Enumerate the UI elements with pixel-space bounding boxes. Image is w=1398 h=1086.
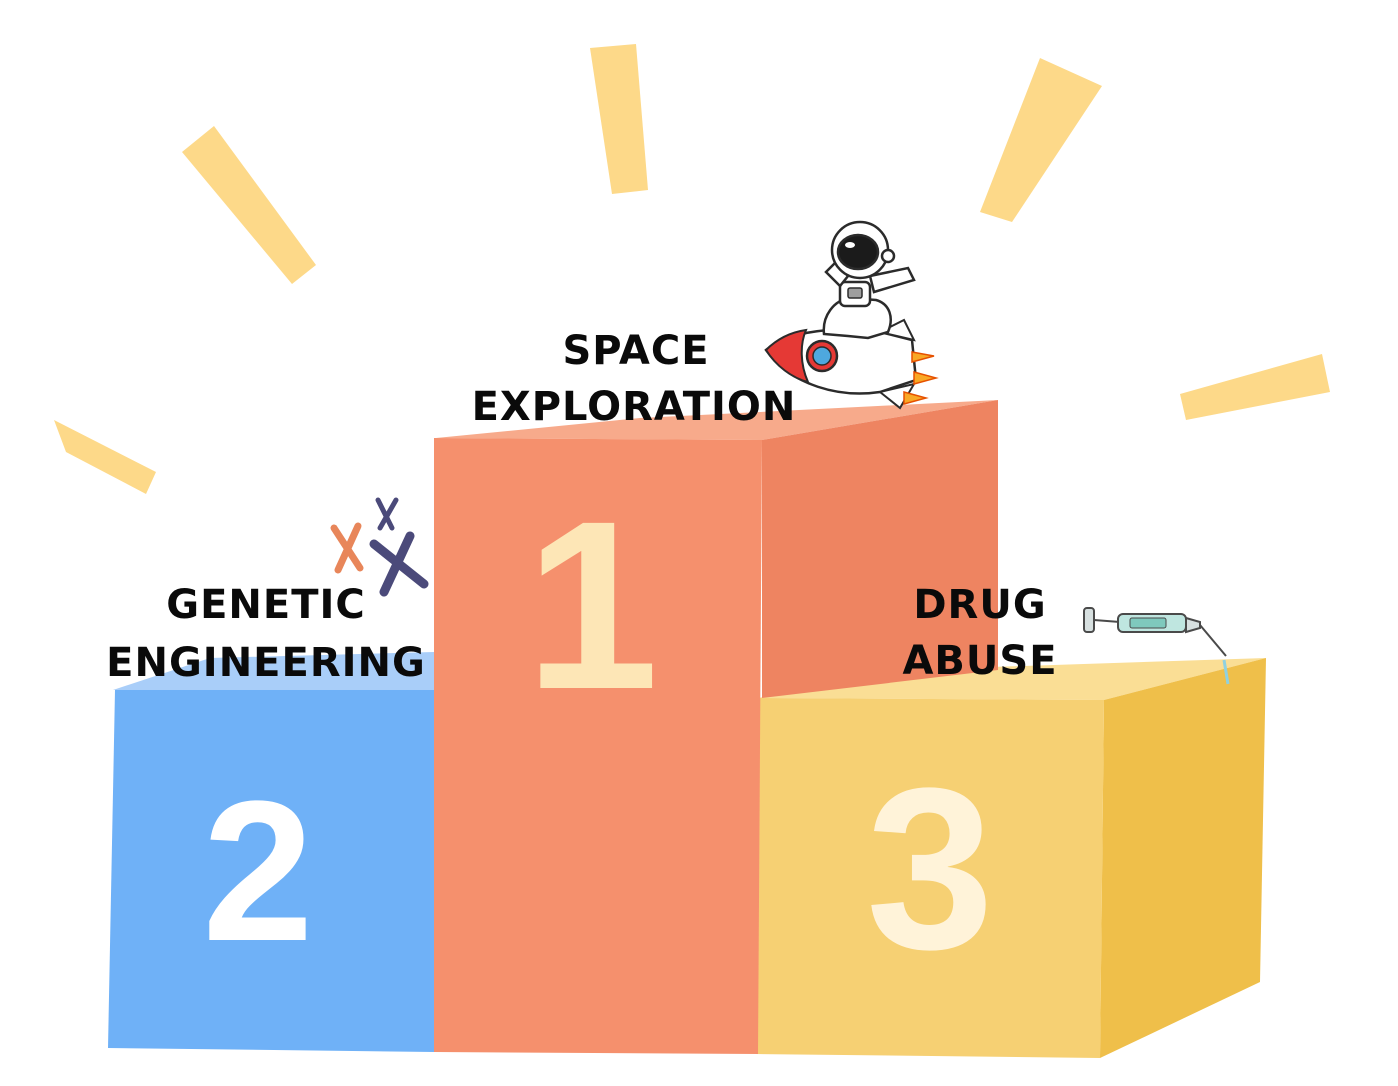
podium-first-side bbox=[762, 400, 998, 698]
podium-block-third: 3 bbox=[756, 658, 1266, 1058]
burst-ray bbox=[54, 420, 156, 494]
label-second-line2: ENGINEERING bbox=[106, 640, 426, 686]
label-first-line2: EXPLORATION bbox=[472, 384, 797, 430]
podium-third-front bbox=[756, 698, 1104, 1058]
label-first: SPACE EXPLORATION bbox=[472, 328, 797, 430]
label-third-line1: DRUG bbox=[913, 582, 1046, 628]
celebration-burst bbox=[54, 44, 1330, 494]
podium-block-second: 2 bbox=[108, 652, 434, 1052]
podium-third-top bbox=[758, 658, 1266, 700]
podium-block-first: 1 bbox=[434, 400, 998, 1054]
podium-second-top bbox=[113, 652, 434, 690]
chromosomes-icon bbox=[330, 497, 429, 597]
chromosome bbox=[369, 531, 429, 597]
chromosome bbox=[330, 522, 364, 574]
burst-ray bbox=[590, 44, 648, 194]
rank-number-second: 2 bbox=[202, 760, 313, 983]
astronaut-figure bbox=[822, 220, 916, 340]
chromosome bbox=[375, 497, 399, 531]
rocket-flames bbox=[903, 351, 939, 405]
rank-number-first: 1 bbox=[525, 471, 658, 739]
astronaut-on-rocket-icon bbox=[764, 220, 939, 410]
label-first-line1: SPACE bbox=[562, 328, 709, 374]
label-second: GENETIC ENGINEERING bbox=[106, 582, 426, 686]
rank-number-third: 3 bbox=[866, 740, 994, 997]
podium-first-front bbox=[434, 438, 762, 1054]
syringe-icon bbox=[1083, 607, 1230, 685]
label-third-line2: ABUSE bbox=[902, 638, 1057, 684]
label-second-line1: GENETIC bbox=[166, 582, 365, 628]
label-third: DRUG ABUSE bbox=[902, 582, 1057, 684]
burst-ray bbox=[1180, 354, 1330, 420]
rocket-icon bbox=[764, 318, 939, 410]
podium-first-top bbox=[436, 400, 998, 440]
podium-second-front bbox=[108, 690, 434, 1052]
podium-third-side bbox=[1100, 658, 1266, 1058]
burst-ray bbox=[980, 58, 1102, 222]
burst-ray bbox=[182, 126, 316, 284]
